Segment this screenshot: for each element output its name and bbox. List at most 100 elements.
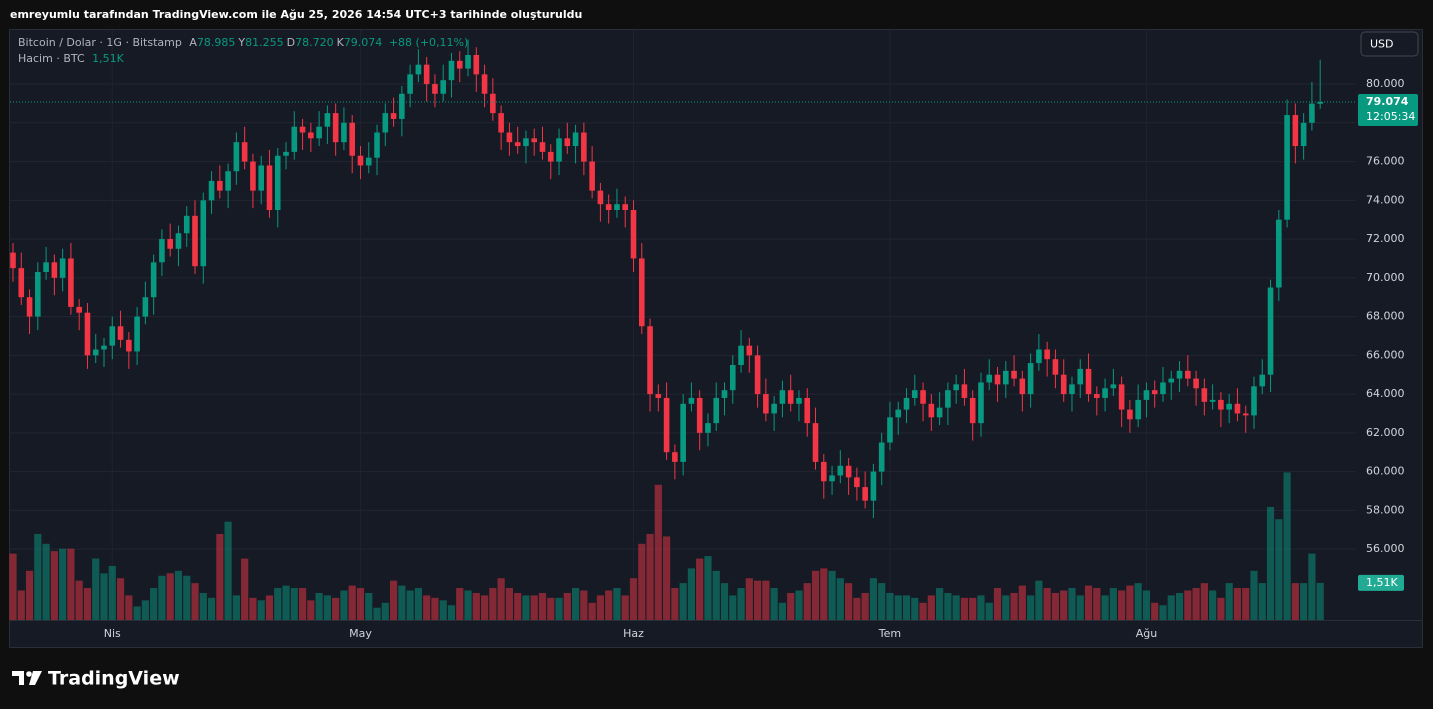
- volume-bar: [985, 602, 993, 620]
- candle-body: [250, 161, 256, 191]
- currency[interactable]: USD: [1370, 38, 1394, 51]
- volume-bar: [596, 595, 605, 620]
- volume-bar: [704, 556, 712, 620]
- volume-bar: [472, 592, 480, 620]
- volume-bar: [290, 588, 298, 620]
- volume-bar: [348, 585, 356, 620]
- volume-bar: [869, 578, 878, 620]
- candle-body: [150, 262, 157, 298]
- volume-bar: [17, 590, 25, 620]
- volume-bar: [207, 597, 216, 620]
- candle-body: [76, 306, 82, 313]
- volume-bar: [133, 606, 141, 620]
- candle-body: [415, 64, 422, 75]
- candle-body: [142, 297, 149, 317]
- candle-body: [1276, 219, 1282, 288]
- volume-bar: [1242, 588, 1250, 620]
- candle-body: [887, 417, 893, 443]
- candle-body: [332, 113, 339, 143]
- volume-label: 1,51K: [1366, 576, 1398, 589]
- volume-bar: [696, 558, 704, 620]
- volume-bar: [158, 575, 166, 620]
- candle-body: [746, 345, 753, 356]
- candle-body: [225, 171, 231, 191]
- candle-body: [1135, 399, 1141, 420]
- volume-bar: [1002, 595, 1010, 620]
- volume-bar: [1076, 595, 1084, 620]
- candle-body: [523, 138, 529, 147]
- candle-body: [862, 487, 868, 501]
- candle-body: [200, 200, 207, 267]
- candle-body: [688, 397, 695, 404]
- volume-bar: [125, 595, 133, 620]
- currency-button[interactable]: [1360, 31, 1419, 57]
- ohlc-key: A: [189, 36, 197, 49]
- volume-bar: [1027, 595, 1035, 620]
- candle-body: [349, 122, 356, 156]
- candle-body: [1060, 374, 1067, 395]
- brand: TradingView: [48, 668, 180, 690]
- candle-body: [936, 407, 943, 418]
- volume-bar: [307, 600, 315, 620]
- volume-bar: [332, 597, 340, 620]
- candle-body: [961, 384, 968, 398]
- header: emreyumlu tarafından TradingView.com ile…: [10, 8, 582, 21]
- volume-bar: [108, 565, 116, 620]
- volume-bar: [340, 590, 348, 620]
- candle-body: [854, 477, 860, 488]
- volume-bar: [241, 558, 249, 620]
- candle-body: [432, 84, 438, 94]
- candle-body: [10, 252, 16, 269]
- volume-bar: [1192, 588, 1200, 620]
- volume-bar: [497, 578, 505, 620]
- candle-body: [1242, 413, 1249, 416]
- volume-bar: [1283, 472, 1291, 620]
- candle-body: [1069, 384, 1075, 395]
- candle-body: [84, 312, 91, 356]
- volume-bar: [406, 590, 414, 620]
- candle-body: [605, 204, 612, 211]
- candle-body: [1019, 378, 1026, 395]
- candle-body: [1201, 388, 1208, 402]
- volume-bar: [787, 592, 795, 620]
- volume-bar: [141, 600, 149, 620]
- candle-body: [283, 151, 289, 156]
- volume-bar: [902, 595, 911, 620]
- candle-body: [779, 390, 786, 404]
- candle-body: [994, 374, 1001, 385]
- candle-body: [1209, 399, 1216, 402]
- candle-body: [1218, 399, 1224, 410]
- volume-bar: [952, 595, 960, 620]
- volume-bar: [1217, 597, 1225, 620]
- candle-body: [820, 461, 827, 482]
- candle-body: [1102, 388, 1108, 398]
- volume-bar: [59, 548, 67, 620]
- candle-body: [705, 423, 711, 433]
- candle-body: [324, 113, 331, 127]
- volume-bar: [1051, 592, 1060, 620]
- candle-body: [754, 355, 761, 395]
- ohlc-value: 81.255: [245, 36, 284, 49]
- volume-bar: [298, 588, 307, 620]
- volume-bar: [811, 570, 820, 620]
- volume-bar: [621, 595, 629, 620]
- candle-body: [51, 262, 58, 278]
- candle-body: [92, 349, 99, 356]
- candle-body: [531, 138, 538, 143]
- candle-body: [1185, 370, 1191, 379]
- volume-bar: [845, 583, 853, 620]
- candle-body: [217, 180, 223, 191]
- volume-bar: [100, 573, 108, 620]
- volume-bar: [712, 570, 720, 620]
- volume-pane: [9, 472, 1324, 620]
- candle-body: [845, 465, 852, 478]
- volume-bar: [505, 588, 513, 620]
- candle-body: [1151, 390, 1158, 395]
- candle-body: [423, 64, 430, 85]
- volume-bar: [1233, 588, 1242, 620]
- volume-bar: [315, 592, 323, 620]
- candle-body: [514, 142, 521, 147]
- volume-bar: [257, 600, 265, 620]
- volume-bar: [629, 578, 638, 620]
- volume-bar: [1126, 585, 1134, 620]
